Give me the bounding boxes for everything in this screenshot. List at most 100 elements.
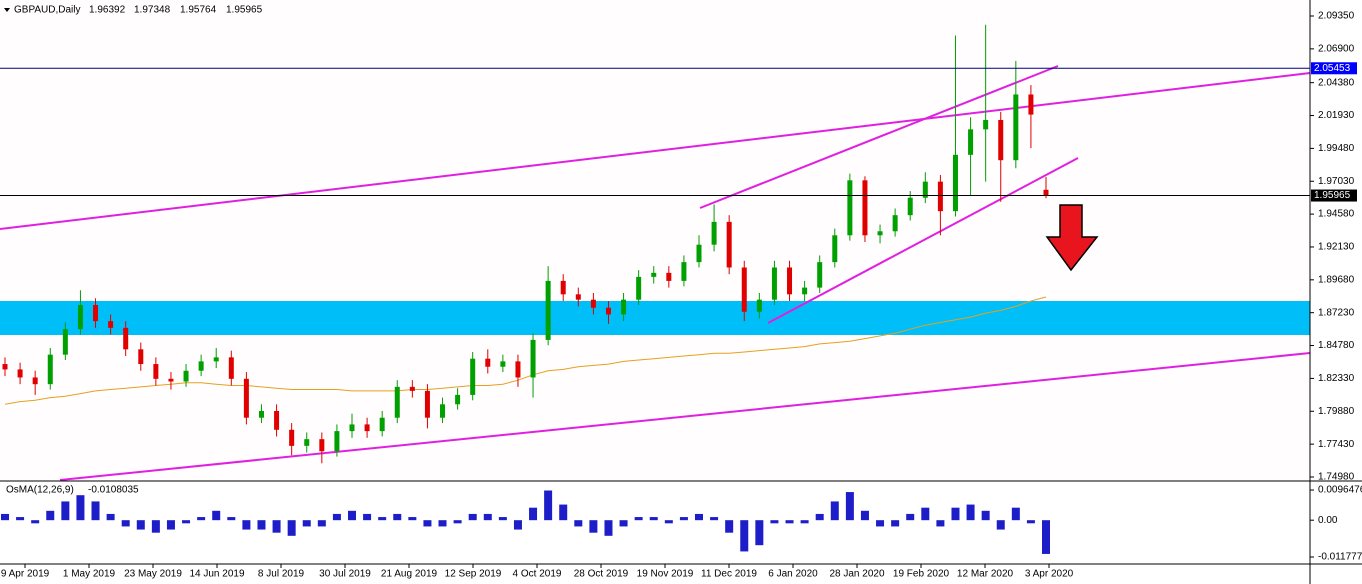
last-price-label: 1.95965 [1314,190,1351,201]
x-tick-label: 21 Aug 2019 [381,569,438,580]
y-tick-label: 0.0096476 [1318,485,1362,496]
osma-bar [891,520,900,527]
osma-bar [453,520,462,524]
menu-icon [4,8,10,12]
osma-bar [710,517,719,521]
osma-bar [438,520,447,527]
candle-body [907,197,913,216]
candle-body [349,424,355,432]
osma-bar [106,513,115,521]
ohlc-high: 1.97348 [134,5,171,16]
osma-bar [679,517,688,521]
osma-bar [725,520,734,533]
osma-bar [91,501,100,521]
osma-bar [619,520,628,527]
osma-bar [1026,520,1035,524]
candle-body [123,327,129,350]
y-tick-label: 1.97030 [1318,176,1355,187]
y-tick-label: 1.82330 [1318,373,1355,384]
osma-bar [604,520,613,536]
candle-body [621,299,627,315]
candle-body [575,294,581,300]
y-tick-label: 2.04380 [1318,77,1355,88]
x-tick-label: 11 Dec 2019 [701,569,757,580]
y-tick-label: 1.94580 [1318,209,1355,220]
candle-body [937,181,943,212]
indicator-value: -0.0108035 [88,485,139,496]
osma-bar [860,510,869,521]
osma-bar [634,517,643,521]
x-tick-label: 3 Apr 2020 [1025,569,1074,580]
y-tick-label: 2.06900 [1318,44,1355,55]
osma-bar [46,510,55,521]
candle-body [364,424,370,432]
osma-bar [785,520,794,524]
candle-body [530,339,536,378]
candle-body [636,276,642,300]
candle-body [711,221,717,245]
candle-body [983,119,989,130]
x-tick-label: 28 Oct 2019 [574,569,629,580]
osma-bar [257,520,266,530]
osma-bar [212,510,221,521]
x-tick-label: 12 Sep 2019 [445,569,502,580]
osma-bar [121,520,130,527]
candle-body [62,329,68,355]
candle-body [77,305,83,330]
osma-bar [695,513,703,521]
candle-body [666,272,672,281]
candle-body [228,357,234,379]
osma-bar [529,507,538,521]
osma-bar [197,517,206,521]
x-tick-label: 23 May 2019 [124,569,182,580]
y-tick-label: 1.92130 [1318,242,1355,253]
y-tick-label: 1.87230 [1318,307,1355,318]
osma-bar [182,520,191,524]
y-tick-label: -0.011777 [1318,552,1362,563]
candle-body [560,280,566,295]
osma-bar [770,520,779,524]
osma-bar [1011,507,1020,521]
candle-body [424,390,430,418]
candle-body [455,394,461,405]
candle-body [802,287,808,295]
candle-body [968,129,974,155]
y-tick-label: 1.89680 [1318,274,1355,285]
osma-bar [1042,520,1050,554]
candle-body [817,262,823,288]
osma-bar [31,520,40,524]
symbol-title: GBPAUD,Daily [14,5,81,16]
candle-body [153,364,159,379]
y-tick-label: 2.01930 [1318,110,1355,121]
y-tick-label: 0.00 [1318,515,1338,526]
x-tick-label: 9 Apr 2019 [1,569,50,580]
candle-body [258,411,264,418]
candle-body [243,378,249,418]
candle-body [47,354,53,385]
x-tick-label: 6 Jan 2020 [768,569,818,580]
osma-bar [845,492,854,521]
y-tick-label: 1.77430 [1318,439,1355,450]
osma-bar [227,517,236,521]
ohlc-open: 1.96392 [89,5,126,16]
candle-body [515,361,521,378]
indicator-title: OsMA(12,26,9) [6,485,74,496]
candle-body [787,267,793,295]
last-price-box [1311,189,1357,202]
moving-average [4,296,1047,405]
osma-bar [498,517,507,521]
candle-body [756,299,762,312]
level-label-box [1311,62,1357,75]
osma-bar [876,520,885,527]
candle-body [605,307,611,315]
candle-body [138,349,144,365]
osma-bar [755,520,764,546]
osma-bar [815,513,824,521]
osma-bar [423,520,432,527]
candle-body [485,358,491,367]
osma-bar [242,520,251,530]
main-panel [0,0,1310,481]
candle-body [771,267,777,300]
y-tick-label: 2.09350 [1318,11,1355,22]
osma-bar [740,520,749,552]
